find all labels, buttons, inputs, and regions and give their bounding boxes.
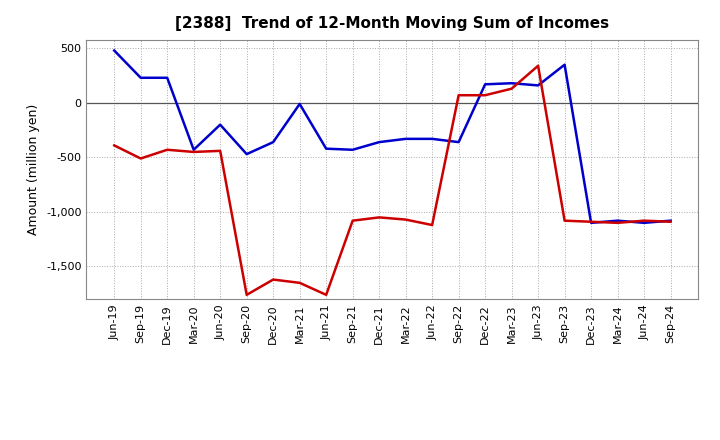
Ordinary Income: [216, 122, 225, 127]
Net Income: [322, 292, 330, 297]
Ordinary Income: [508, 81, 516, 86]
Ordinary Income: [613, 218, 622, 224]
Ordinary Income: [348, 147, 357, 152]
Ordinary Income: [428, 136, 436, 142]
Ordinary Income: [110, 48, 119, 53]
Ordinary Income: [322, 146, 330, 151]
Ordinary Income: [243, 151, 251, 157]
Ordinary Income: [666, 218, 675, 224]
Net Income: [348, 218, 357, 224]
Net Income: [428, 222, 436, 227]
Ordinary Income: [189, 147, 198, 152]
Ordinary Income: [295, 101, 304, 106]
Net Income: [375, 215, 384, 220]
Net Income: [534, 63, 542, 68]
Ordinary Income: [587, 220, 595, 225]
Net Income: [269, 277, 277, 282]
Ordinary Income: [401, 136, 410, 142]
Net Income: [163, 147, 171, 152]
Ordinary Income: [454, 139, 463, 145]
Ordinary Income: [269, 139, 277, 145]
Net Income: [110, 143, 119, 148]
Ordinary Income: [560, 62, 569, 67]
Net Income: [640, 218, 649, 224]
Net Income: [481, 92, 490, 98]
Ordinary Income: [163, 75, 171, 81]
Net Income: [454, 92, 463, 98]
Net Income: [587, 219, 595, 224]
Ordinary Income: [640, 220, 649, 225]
Net Income: [508, 86, 516, 92]
Net Income: [136, 156, 145, 161]
Ordinary Income: [136, 75, 145, 81]
Y-axis label: Amount (million yen): Amount (million yen): [27, 104, 40, 235]
Net Income: [295, 280, 304, 286]
Net Income: [613, 220, 622, 225]
Net Income: [189, 149, 198, 154]
Line: Ordinary Income: Ordinary Income: [114, 51, 670, 223]
Net Income: [216, 148, 225, 154]
Net Income: [666, 219, 675, 224]
Title: [2388]  Trend of 12-Month Moving Sum of Incomes: [2388] Trend of 12-Month Moving Sum of I…: [176, 16, 609, 32]
Net Income: [243, 292, 251, 297]
Ordinary Income: [375, 139, 384, 145]
Net Income: [401, 217, 410, 222]
Ordinary Income: [534, 83, 542, 88]
Ordinary Income: [481, 82, 490, 87]
Line: Net Income: Net Income: [114, 66, 670, 295]
Net Income: [560, 218, 569, 224]
